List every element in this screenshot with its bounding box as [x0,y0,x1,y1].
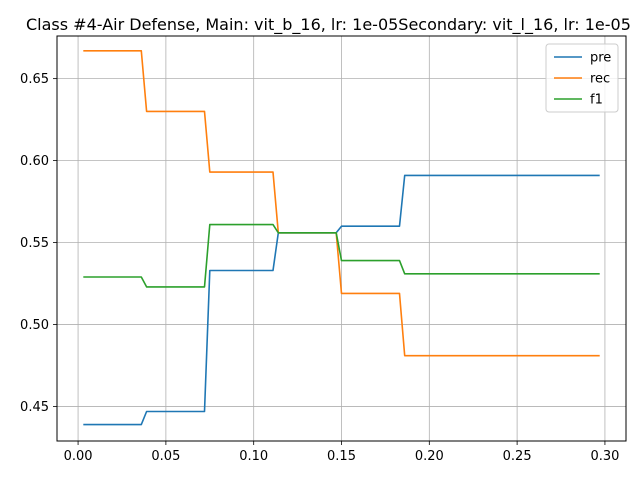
y-tick-label: 0.65 [20,72,49,87]
grid [57,36,626,441]
y-tick-label: 0.50 [20,318,49,333]
x-tick-label: 0.30 [590,449,619,464]
y-tick-label: 0.45 [20,400,49,415]
y-tick-label: 0.60 [20,154,49,169]
axis-ticks: 0.00 0.05 0.10 0.15 0.20 0.25 0.30 0.45 0.50 0.55… [20,72,619,464]
legend-label-pre: pre [590,51,611,66]
x-tick-label: 0.25 [503,449,532,464]
legend-label-f1: f1 [590,93,603,108]
x-tick-label: 0.15 [327,449,356,464]
legend: pre rec f1 [545,43,619,113]
chart-title: Class #4-Air Defense, Main: vit_b_16, lr… [26,15,631,35]
series-line-f1 [83,223,600,288]
series-line-pre [83,174,600,426]
x-tick-label: 0.00 [64,449,93,464]
legend-label-rec: rec [590,72,610,87]
x-tick-label: 0.20 [415,449,444,464]
series-lines [83,49,600,426]
y-tick-label: 0.55 [20,236,49,251]
x-tick-label: 0.10 [239,449,268,464]
x-tick-label: 0.05 [151,449,180,464]
series-line-rec [83,49,600,357]
